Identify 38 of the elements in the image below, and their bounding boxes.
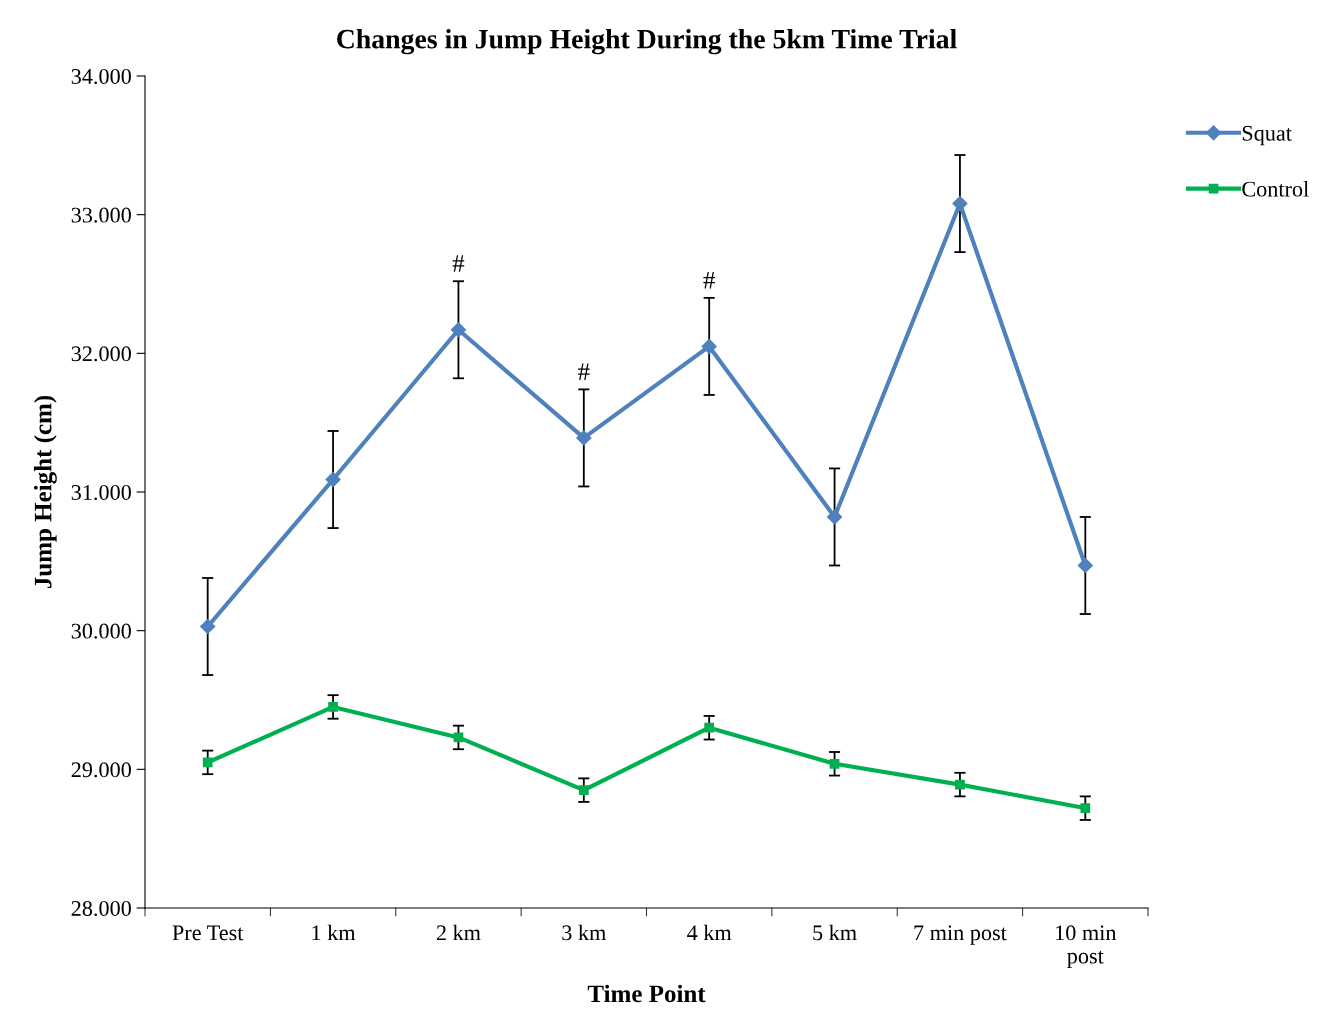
annotation: # bbox=[703, 272, 715, 289]
point bbox=[829, 758, 840, 769]
legend-label: Squat bbox=[1242, 125, 1292, 146]
point bbox=[1080, 803, 1091, 814]
x-tick-label: 4 km bbox=[687, 924, 732, 941]
point bbox=[576, 430, 592, 446]
point bbox=[450, 322, 467, 338]
y-tick-label: 33.000 bbox=[71, 207, 131, 223]
y-tick-label: 31.000 bbox=[71, 484, 131, 501]
y-tick-label: 28.000 bbox=[71, 900, 131, 917]
annotation: # bbox=[452, 255, 465, 272]
legend-label: Control bbox=[1242, 180, 1309, 197]
x-tick-label: 1 km bbox=[312, 924, 356, 941]
point bbox=[202, 757, 213, 768]
x-axis-title: Time Point bbox=[587, 984, 706, 1003]
y-tick-label: 32.000 bbox=[71, 346, 131, 362]
x-tick-label: 2 km bbox=[436, 924, 481, 941]
point bbox=[578, 785, 589, 795]
annotation: # bbox=[578, 363, 590, 380]
y-tick-label: 30.000 bbox=[71, 623, 131, 639]
point bbox=[1077, 557, 1093, 574]
point bbox=[826, 509, 843, 525]
chart-title: Changes in Jump Height During the 5km Time Trial bbox=[337, 28, 957, 55]
x-tick-label: 3 km bbox=[562, 924, 606, 941]
point bbox=[952, 196, 968, 212]
x-tick-label: 7 min post bbox=[914, 925, 1007, 945]
y-tick-label: 34.000 bbox=[71, 68, 131, 85]
y-axis-title: Jump Height (cm) bbox=[33, 395, 57, 589]
point bbox=[200, 618, 216, 635]
point bbox=[704, 722, 715, 733]
x-tick-label: 5 km bbox=[813, 924, 857, 941]
y-tick-label: 29.000 bbox=[71, 762, 131, 778]
point bbox=[325, 471, 341, 488]
point bbox=[701, 338, 717, 354]
point bbox=[328, 702, 338, 712]
x-tick-label: Pre Test bbox=[172, 925, 244, 941]
point bbox=[955, 779, 965, 790]
x-tick-label: 10 min post bbox=[1056, 925, 1117, 969]
